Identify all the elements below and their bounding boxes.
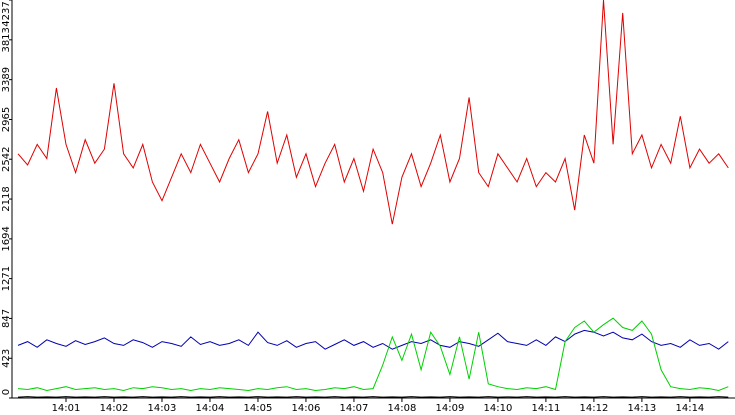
y-tick-label: 4237 (1, 1, 12, 26)
x-tick-label: 14:11 (531, 403, 560, 414)
series-line (17, 317, 729, 392)
y-tick-label: 3813 (1, 27, 12, 52)
series-line (17, 0, 729, 225)
x-tick-label: 14:08 (388, 403, 417, 414)
series-line (17, 329, 729, 350)
y-tick-label: 847 (1, 309, 12, 328)
x-tick-label: 14:05 (244, 403, 273, 414)
x-tick-label: 14:07 (340, 403, 369, 414)
x-tick-label: 14:02 (100, 403, 129, 414)
x-tick-label: 14:09 (436, 403, 465, 414)
x-tick-label: 14:01 (52, 403, 81, 414)
x-tick-label: 14:14 (675, 403, 704, 414)
y-tick-label: 1271 (1, 266, 12, 291)
y-tick-label: 423 (1, 349, 12, 368)
x-tick-label: 14:13 (627, 403, 656, 414)
x-tick-label: 14:10 (484, 403, 513, 414)
y-tick-label: 3389 (1, 67, 12, 92)
y-tick-label: 2965 (1, 107, 12, 132)
x-tick-label: 14:04 (196, 403, 225, 414)
x-tick-label: 14:03 (148, 403, 177, 414)
x-tick-label: 14:06 (292, 403, 321, 414)
series-line (17, 396, 729, 398)
x-tick-label: 14:12 (579, 403, 608, 414)
y-tick-label: 1694 (1, 226, 12, 251)
y-tick-label: 2118 (1, 186, 12, 211)
y-tick-label: 2542 (1, 146, 12, 171)
y-tick-label: 0 (1, 389, 12, 395)
